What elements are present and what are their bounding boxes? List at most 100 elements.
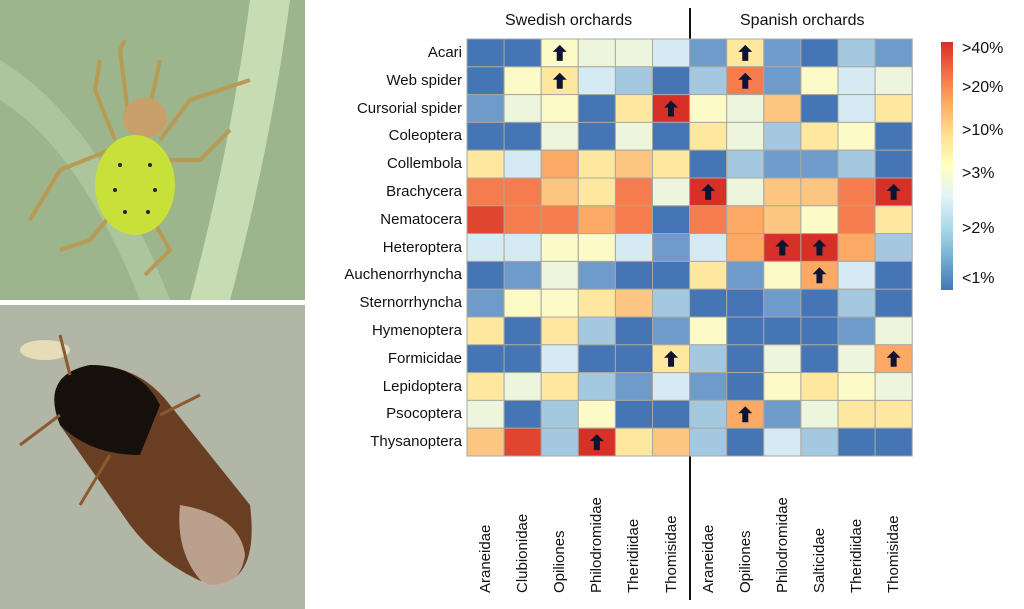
heatmap-cell (874, 66, 913, 96)
heatmap-cell (503, 205, 542, 235)
heatmap-cell (800, 177, 839, 207)
row-label: Collembola (386, 155, 462, 173)
heatmap-cell (466, 149, 505, 179)
heatmap-cell (874, 427, 913, 457)
heatmap-cell (689, 205, 728, 235)
heatmap-cell (800, 372, 839, 401)
heatmap-cell (652, 177, 691, 207)
heatmap-cell (726, 288, 765, 318)
heatmap-cell (503, 121, 542, 151)
heatmap-cell (837, 94, 876, 123)
heatmap-cell (763, 38, 802, 68)
row-label: Auchenorrhyncha (344, 266, 462, 284)
legend-label: >40% (962, 40, 1004, 57)
up-arrow-icon (886, 183, 901, 200)
heatmap-cell (837, 38, 876, 68)
heatmap-cell (614, 149, 654, 179)
heatmap-cell (577, 121, 616, 151)
heatmap-cell (837, 177, 876, 207)
spider-photo (0, 0, 305, 300)
heatmap-cell (466, 121, 505, 151)
heatmap-cell (614, 344, 654, 374)
heatmap-cell (689, 149, 728, 179)
heatmap-cell (577, 38, 616, 68)
heatmap-cell (540, 344, 579, 374)
heatmap-cell (540, 233, 579, 262)
heatmap-cell (800, 427, 839, 457)
heatmap-cell (652, 38, 691, 68)
color-legend-bar (941, 42, 953, 290)
up-arrow-icon (664, 350, 679, 367)
heatmap-cell (466, 38, 505, 68)
heatmap-cell (726, 260, 765, 290)
legend-label: >3% (962, 165, 995, 182)
heatmap-cell (614, 205, 654, 235)
heatmap-cell (577, 372, 616, 401)
heatmap-cell (726, 372, 765, 401)
heatmap-cell (837, 205, 876, 235)
heatmap-cell (540, 121, 579, 151)
heatmap-cell (763, 288, 802, 318)
heatmap-cell (800, 205, 839, 235)
row-label: Thysanoptera (370, 433, 462, 451)
heatmap-cell (503, 38, 542, 68)
heatmap-cell (466, 233, 505, 262)
up-arrow-icon (552, 72, 567, 89)
heatmap-cell (503, 260, 542, 290)
heatmap-cell (503, 177, 542, 207)
heatmap-cell (689, 399, 728, 429)
heatmap-cell (652, 372, 691, 401)
heatmap-cell (540, 260, 579, 290)
heatmap-cell (466, 66, 505, 96)
row-label: Hymenoptera (371, 322, 462, 339)
heatmap-cell (874, 205, 913, 235)
up-arrow-icon (701, 183, 716, 200)
heatmap-cell (837, 399, 876, 429)
heatmap-cell (466, 344, 505, 374)
heatmap-cell (689, 260, 728, 290)
row-label: Psocoptera (386, 405, 462, 423)
legend-label: >2% (962, 220, 995, 237)
heatmap-cell (800, 288, 839, 318)
heatmap-cell (614, 288, 654, 318)
row-label: Brachycera (386, 183, 462, 200)
heatmap-cell (763, 94, 802, 123)
heatmap-cell (614, 121, 654, 151)
heatmap-cell (800, 94, 839, 123)
heatmap-cell (763, 205, 802, 235)
heatmap-cell (726, 316, 765, 346)
heatmap-cell (652, 205, 691, 235)
heatmap-cell (800, 38, 839, 68)
row-label: Cursorial spider (356, 99, 462, 117)
heatmap-cell (837, 372, 876, 401)
heatmap-cell (466, 260, 505, 290)
heatmap-cell (874, 38, 913, 68)
heatmap-cell (503, 233, 542, 262)
heatmap-cell (874, 149, 913, 179)
heatmap-cell (763, 121, 802, 151)
heatmap-cell (837, 66, 876, 96)
heatmap-cell (577, 233, 616, 262)
heatmap-cell (614, 38, 654, 68)
heatmap-cell (726, 344, 765, 374)
heatmap-cell (652, 260, 691, 290)
heatmap-cell (614, 260, 654, 290)
up-arrow-icon (886, 350, 901, 367)
heatmap-cell (689, 38, 728, 68)
heatmap-cell (689, 344, 728, 374)
heatmap-cell (800, 344, 839, 374)
heatmap-cell (503, 94, 542, 123)
heatmap-cell (689, 121, 728, 151)
up-arrow-icon (812, 267, 827, 284)
up-arrow-icon (738, 72, 753, 89)
bug-photo (0, 305, 305, 609)
heatmap-cell (652, 233, 691, 262)
heatmap-cell (763, 149, 802, 179)
heatmap-cell (466, 94, 505, 123)
heatmap-cell (837, 288, 876, 318)
up-arrow-icon (738, 44, 753, 61)
heatmap-cell (466, 372, 505, 401)
group-header-swedish: Swedish orchards (505, 12, 633, 29)
heatmap-cell (689, 316, 728, 346)
